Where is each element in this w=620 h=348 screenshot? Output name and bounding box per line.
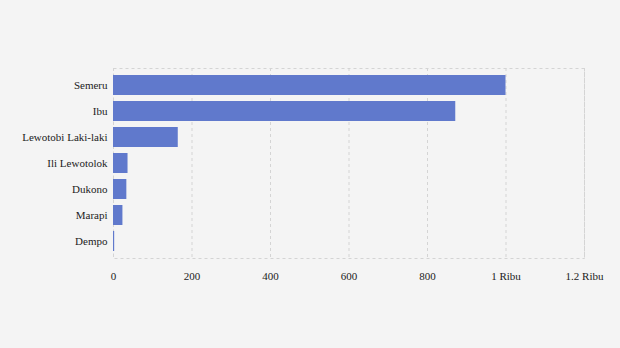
svg-text:1 Ribu: 1 Ribu	[491, 270, 521, 282]
svg-text:200: 200	[184, 270, 201, 282]
svg-text:Dukono: Dukono	[72, 183, 108, 195]
svg-text:400: 400	[262, 270, 279, 282]
svg-text:Ibu: Ibu	[93, 105, 108, 117]
svg-text:Lewotobi Laki-laki: Lewotobi Laki-laki	[22, 131, 107, 143]
svg-text:Marapi: Marapi	[76, 209, 108, 221]
svg-text:0: 0	[111, 270, 117, 282]
svg-text:Semeru: Semeru	[74, 79, 108, 91]
svg-text:Ili Lewotolok: Ili Lewotolok	[47, 157, 108, 169]
svg-text:600: 600	[341, 270, 358, 282]
svg-text:Dempo: Dempo	[75, 235, 108, 247]
svg-text:800: 800	[419, 270, 436, 282]
svg-text:1.2 Ribu: 1.2 Ribu	[566, 270, 604, 282]
